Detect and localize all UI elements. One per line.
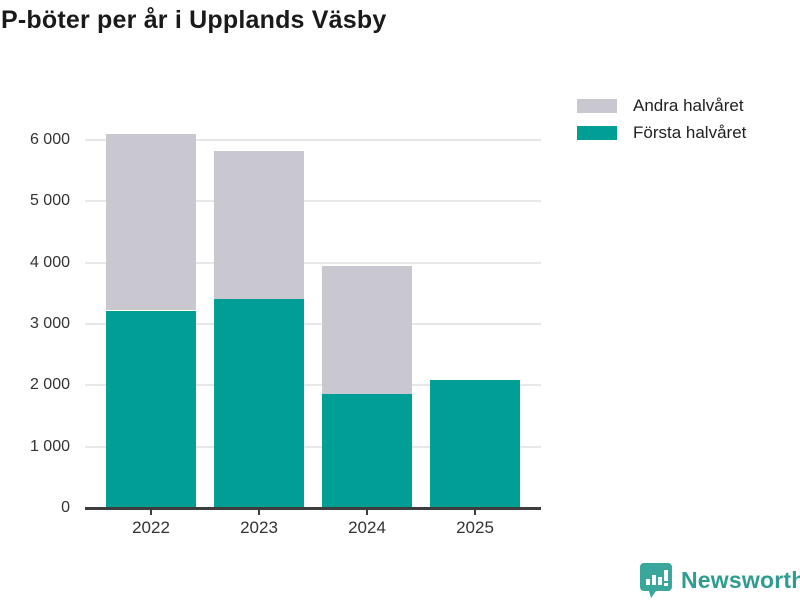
legend-swatch-andra [577, 98, 617, 113]
y-axis-tick-label: 5 000 [29, 192, 70, 210]
gridline-4000 [85, 261, 541, 264]
x-axis-tick [258, 509, 260, 515]
bar-2025-forsta-halvaret [430, 379, 520, 508]
x-axis-tick [474, 509, 476, 515]
y-axis-tick-label: 4 000 [29, 253, 70, 271]
legend: Andra halvåret Första halvåret [577, 96, 746, 142]
y-axis-tick-label: 6 000 [29, 131, 70, 148]
bar-2024-andra-halvaret [322, 265, 412, 394]
brand-name: Newsworthy [681, 566, 800, 593]
gridline-5000 [85, 200, 541, 203]
gridline-3000 [85, 323, 541, 325]
legend-label: Första halvåret [633, 123, 747, 142]
bar-2023-andra-halvaret [214, 151, 304, 300]
newsworthy-logo[interactable]: Newsworthy [639, 562, 800, 598]
x-axis-label-2024: 2024 [348, 518, 386, 537]
page-title: P-böter per år i Upplands Väsby [1, 6, 387, 34]
gridline-6000 [85, 139, 541, 141]
x-axis-line [85, 507, 541, 510]
legend-swatch-forsta [577, 125, 617, 140]
bar-2022-andra-halvaret [106, 134, 196, 311]
x-axis-tick [366, 509, 368, 515]
x-axis-tick [150, 509, 152, 515]
y-axis-tick-label: 3 000 [29, 315, 70, 332]
x-axis-label-2023: 2023 [240, 518, 278, 537]
gridline-2000 [85, 384, 541, 387]
x-axis-label-2022: 2022 [132, 518, 170, 537]
bar-2022-forsta-halvaret [106, 310, 196, 508]
y-axis-tick-label: 2 000 [29, 376, 70, 394]
y-axis-tick-label: 0 [61, 499, 70, 516]
x-axis-label-2025: 2025 [456, 518, 494, 537]
legend-label: Andra halvåret [633, 96, 744, 115]
bar-2023-forsta-halvaret [214, 299, 304, 508]
legend-item-andra: Andra halvåret [577, 96, 746, 115]
gridline-1000 [85, 445, 541, 448]
y-axis-tick-label: 1 000 [29, 437, 70, 455]
bar-2024-forsta-halvaret [322, 393, 412, 508]
legend-item-forsta: Första halvåret [577, 123, 746, 142]
newsworthy-bubble-icon [640, 563, 672, 598]
